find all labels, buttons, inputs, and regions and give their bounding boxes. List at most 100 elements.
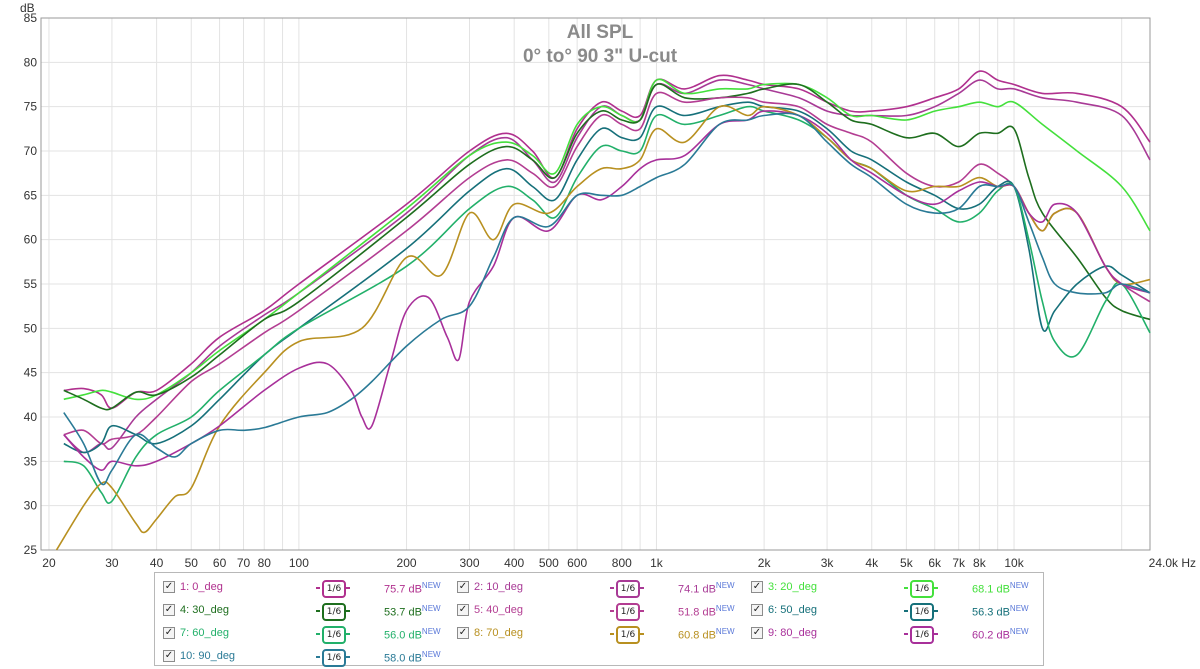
series-line-10 (63, 112, 1151, 486)
legend-checkbox[interactable]: ✓ (751, 627, 763, 639)
smoothing-button[interactable]: 1/6 (904, 579, 938, 598)
smoothing-label: 1/6 (910, 580, 934, 598)
legend-series-name: 5: 40_deg (474, 604, 523, 616)
new-badge: NEW (421, 650, 441, 659)
x-tick-label: 600 (567, 556, 587, 570)
smoothing-button[interactable]: 1/6 (316, 648, 350, 667)
chart-title: All SPL (567, 22, 634, 43)
new-badge: NEW (715, 604, 735, 613)
x-axis-ticks: 20 30 40 50 60 70 80 100 200 300 400 500 600 800 1k 2k 3… (42, 556, 1024, 570)
y-tick-label: 85 (24, 11, 38, 25)
legend-series-name: 8: 70_deg (474, 627, 523, 639)
smoothing-button[interactable]: 1/6 (904, 602, 938, 621)
legend-value-text: 68.1 dB (972, 583, 1010, 596)
x-tick-label: 100 (289, 556, 309, 570)
legend-value-text: 58.0 dB (384, 652, 422, 665)
smoothing-button[interactable]: 1/6 (316, 579, 350, 598)
legend-value-text: 56.3 dB (972, 606, 1010, 619)
x-tick-label: 2k (758, 556, 772, 570)
series-line-1 (63, 70, 1151, 409)
smoothing-label: 1/6 (910, 626, 934, 644)
x-tick-label: 20 (42, 556, 56, 570)
legend-checkbox[interactable]: ✓ (457, 627, 469, 639)
legend-item: ✓ 8: 70_deg 1/6 60.8 dBNEW (457, 624, 747, 644)
legend-value-text: 51.8 dB (678, 606, 716, 619)
legend-series-name: 7: 60_deg (180, 627, 229, 639)
legend-checkbox[interactable]: ✓ (163, 581, 175, 593)
smoothing-label: 1/6 (322, 603, 346, 621)
plot-area (40, 17, 1151, 551)
legend-series-name: 2: 10_deg (474, 581, 523, 593)
new-badge: NEW (715, 627, 735, 636)
x-tick-label: 4k (865, 556, 879, 570)
legend-checkbox[interactable]: ✓ (751, 581, 763, 593)
series-line-6 (63, 101, 1151, 454)
legend-series-value: 74.1 dBNEW (678, 581, 735, 596)
x-tick-label: 80 (258, 556, 272, 570)
legend-series-name: 3: 20_deg (768, 581, 817, 593)
smoothing-button[interactable]: 1/6 (610, 579, 644, 598)
smoothing-button[interactable]: 1/6 (610, 602, 644, 621)
smoothing-label: 1/6 (616, 580, 640, 598)
legend-checkbox[interactable]: ✓ (457, 604, 469, 616)
x-tick-label: 5k (900, 556, 914, 570)
smoothing-label: 1/6 (910, 603, 934, 621)
legend-series-value: 68.1 dBNEW (972, 581, 1029, 596)
y-tick-label: 65 (24, 188, 38, 202)
legend-value-text: 75.7 dB (384, 583, 422, 596)
smoothing-label: 1/6 (322, 626, 346, 644)
y-tick-label: 25 (24, 543, 38, 557)
smoothing-label: 1/6 (322, 580, 346, 598)
legend-series-name: 6: 50_deg (768, 604, 817, 616)
y-axis-ticks: 25 30 35 40 45 50 55 60 65 70 75 80 85 (24, 11, 38, 557)
smoothing-button[interactable]: 1/6 (904, 625, 938, 644)
smoothing-button[interactable]: 1/6 (610, 625, 644, 644)
new-badge: NEW (1009, 581, 1029, 590)
x-tick-label: 800 (612, 556, 632, 570)
smoothing-button[interactable]: 1/6 (316, 625, 350, 644)
x-tick-label: 40 (150, 556, 164, 570)
x-tick-label: 300 (459, 556, 479, 570)
smoothing-label: 1/6 (616, 626, 640, 644)
new-badge: NEW (421, 627, 441, 636)
legend-checkbox[interactable]: ✓ (751, 604, 763, 616)
legend-value-text: 53.7 dB (384, 606, 422, 619)
y-tick-label: 75 (24, 100, 38, 114)
x-tick-label: 3k (821, 556, 835, 570)
x-axis-unit-label: 24.0k Hz (1149, 556, 1196, 570)
legend-checkbox[interactable]: ✓ (163, 627, 175, 639)
smoothing-label: 1/6 (322, 649, 346, 667)
y-tick-label: 35 (24, 454, 38, 468)
new-badge: NEW (421, 581, 441, 590)
x-tick-label: 400 (504, 556, 524, 570)
x-tick-label: 30 (105, 556, 119, 570)
legend-checkbox[interactable]: ✓ (163, 650, 175, 662)
legend-series-value: 51.8 dBNEW (678, 604, 735, 619)
legend-checkbox[interactable]: ✓ (163, 604, 175, 616)
smoothing-button[interactable]: 1/6 (316, 602, 350, 621)
new-badge: NEW (1009, 604, 1029, 613)
legend-checkbox[interactable]: ✓ (457, 581, 469, 593)
series-lines (55, 70, 1151, 551)
x-tick-label: 70 (237, 556, 251, 570)
x-tick-label: 8k (973, 556, 987, 570)
new-badge: NEW (421, 604, 441, 613)
legend-series-name: 9: 80_deg (768, 627, 817, 639)
y-tick-label: 30 (24, 499, 38, 513)
legend-series-value: 53.7 dBNEW (384, 604, 441, 619)
legend-series-value: 60.2 dBNEW (972, 627, 1029, 642)
legend-item: ✓ 2: 10_deg 1/6 74.1 dBNEW (457, 578, 747, 598)
legend-series-value: 56.3 dBNEW (972, 604, 1029, 619)
y-tick-label: 80 (24, 55, 38, 69)
x-tick-label: 1k (650, 556, 664, 570)
x-tick-label: 7k (952, 556, 966, 570)
x-tick-label: 60 (213, 556, 227, 570)
legend-series-name: 10: 90_deg (180, 650, 236, 662)
x-tick-label: 6k (928, 556, 942, 570)
legend-panel: ✓ 1: 0_deg 1/6 75.7 dBNEW ✓ 2: 10_deg 1/6 74.1 … (154, 572, 1044, 667)
legend-series-name: 4: 30_deg (180, 604, 229, 616)
chart-subtitle: 0° to° 90 3" U-cut (523, 46, 678, 67)
chart-grid (41, 17, 1150, 551)
legend-item: ✓ 9: 80_deg 1/6 60.2 dBNEW (751, 624, 1041, 644)
